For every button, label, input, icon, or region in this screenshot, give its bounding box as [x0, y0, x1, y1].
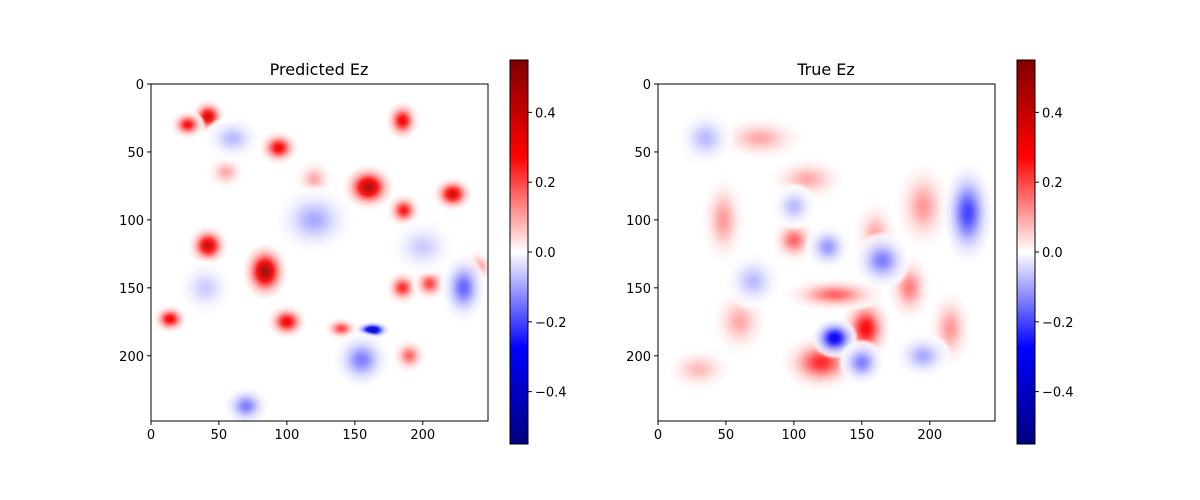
- left-field-blob: [187, 224, 229, 267]
- left-plot-title: Predicted Ez: [270, 60, 369, 79]
- left-field-blob: [169, 109, 206, 140]
- right-field-blob: [662, 345, 735, 394]
- left-field-blob: [265, 303, 308, 340]
- right-field-blob: [803, 223, 852, 271]
- left-field-blob: [331, 329, 392, 390]
- right-field-blob: [837, 338, 886, 387]
- left-colorbar-tick-label: −0.4: [535, 386, 567, 401]
- left-colorbar: [509, 59, 529, 445]
- left-field-blob: [202, 114, 263, 163]
- left-field-blob: [272, 184, 356, 256]
- left-colorbar-tick-label: 0.0: [535, 246, 556, 261]
- left-field-blob: [384, 269, 421, 306]
- left-x-tick-label: 100: [274, 428, 299, 443]
- left-field-blob: [152, 304, 188, 335]
- right-colorbar-tick-label: 0.0: [1042, 246, 1063, 261]
- left-y-tick-label: 150: [119, 282, 144, 297]
- right-heatmap: [658, 84, 995, 421]
- left-x-tick-label: 150: [342, 428, 367, 443]
- right-axes-frame: [657, 83, 996, 422]
- right-y-tick-label: 50: [634, 146, 651, 161]
- left-x-tick-label: 50: [211, 428, 228, 443]
- right-field-blob: [852, 230, 913, 291]
- left-x-tick-label: 0: [147, 428, 155, 443]
- right-y-tick-label: 100: [626, 214, 651, 229]
- left-field-blob: [384, 99, 421, 142]
- left-field-blob: [386, 217, 459, 277]
- left-field-blob: [257, 129, 300, 166]
- right-panel: True Ez: [796, 60, 855, 79]
- right-field-blob: [893, 331, 953, 380]
- right-field-blob: [712, 114, 808, 163]
- left-field-blob: [204, 154, 247, 191]
- right-colorbar-tick-label: 0.4: [1042, 106, 1063, 121]
- right-x-tick-label: 200: [917, 428, 942, 443]
- right-y-tick-label: 150: [626, 282, 651, 297]
- left-field-blob: [341, 163, 396, 212]
- left-x-tick-label: 200: [410, 428, 435, 443]
- right-plot-title: True Ez: [796, 60, 855, 79]
- left-field-blob: [439, 251, 488, 324]
- right-field-blob: [699, 172, 748, 268]
- right-y-tick-label: 200: [626, 350, 651, 365]
- left-field-blob: [391, 337, 428, 374]
- right-x-tick-label: 100: [781, 428, 806, 443]
- left-panel: Predicted Ez: [270, 60, 369, 79]
- left-field-blob: [222, 385, 271, 421]
- right-field-blob: [940, 159, 995, 267]
- left-colorbar-tick-label: −0.2: [535, 316, 567, 331]
- left-colorbar-tick-label: 0.2: [535, 176, 556, 191]
- left-field-blob: [175, 257, 236, 318]
- right-field-blob: [723, 251, 784, 311]
- right-x-tick-label: 0: [654, 428, 662, 443]
- right-field-blob: [893, 158, 953, 255]
- left-y-tick-label: 0: [136, 78, 144, 93]
- left-field-blob: [241, 241, 290, 302]
- left-y-tick-label: 200: [119, 350, 144, 365]
- right-colorbar-tick-label: −0.2: [1042, 316, 1074, 331]
- right-field-blob: [675, 108, 736, 169]
- right-colorbar: [1016, 59, 1036, 445]
- right-field-blob: [780, 276, 889, 313]
- left-axes-frame: [150, 83, 489, 422]
- left-field-blob: [431, 176, 474, 213]
- right-y-tick-label: 0: [643, 78, 651, 93]
- left-y-tick-label: 100: [119, 214, 144, 229]
- right-x-tick-label: 50: [718, 428, 735, 443]
- right-field-blob: [769, 182, 818, 231]
- right-x-tick-label: 150: [849, 428, 874, 443]
- left-colorbar-tick-label: 0.4: [535, 106, 556, 121]
- right-colorbar-tick-label: 0.2: [1042, 176, 1063, 191]
- left-y-tick-label: 50: [127, 146, 144, 161]
- right-colorbar-tick-label: −0.4: [1042, 386, 1074, 401]
- left-heatmap: [151, 84, 488, 421]
